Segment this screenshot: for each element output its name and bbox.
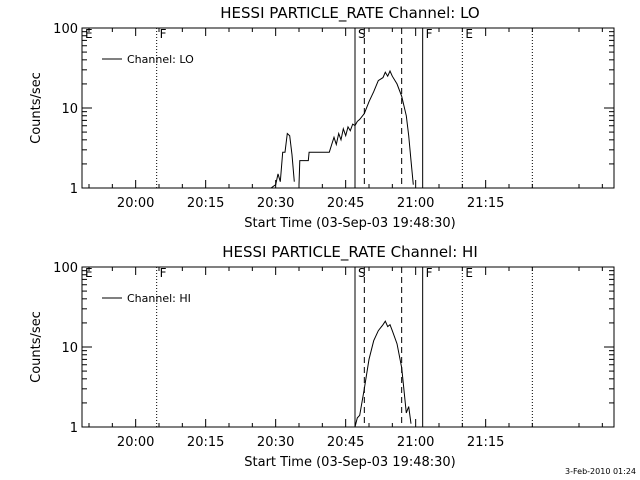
panel-lo-x-ticks: 20:00 20:15 20:30 20:45 21:00 21:15 — [88, 28, 603, 211]
panel-hi-series — [354, 320, 412, 428]
panel-lo-xlabel: Start Time (03-Sep-03 19:48:30) — [244, 216, 455, 231]
panel-hi-legend-label: Channel: HI — [127, 292, 191, 305]
panel-lo-y-tick-label: 10 — [61, 102, 78, 117]
panel-lo-ylabel: Counts/sec — [29, 72, 44, 144]
panel-hi-ylabel: Counts/sec — [29, 311, 44, 383]
panel-hi-flag-label: F — [426, 266, 433, 280]
panel-hi-flag-label: S — [358, 266, 366, 280]
panel-hi-x-ticks: 20:00 20:15 20:30 20:45 21:00 21:15 — [88, 267, 603, 450]
panel-hi-axes-frame — [81, 266, 615, 428]
panel-lo-y-ticks: 1 10 100 — [53, 22, 614, 197]
panel-lo-flag-label: E — [465, 27, 473, 41]
panel-lo-y-tick-label: 1 — [70, 182, 78, 197]
panel-hi-y-tick-label: 1 — [70, 421, 78, 436]
panel-hi-flag-label: E — [465, 266, 473, 280]
generation-timestamp: 3-Feb-2010 01:24 — [565, 467, 636, 476]
panel-lo-x-tick-label: 20:45 — [327, 196, 364, 211]
panel-hi-x-tick-label: 20:45 — [327, 435, 364, 450]
panel-lo-x-tick-label: 20:30 — [257, 196, 294, 211]
panel-lo-series — [270, 69, 414, 189]
panel-lo-series-line — [298, 69, 414, 185]
panel-lo-title: HESSI PARTICLE_RATE Channel: LO — [220, 4, 479, 23]
panel-lo-flag-label: F — [160, 27, 167, 41]
panel-hi-x-tick-label: 21:00 — [397, 435, 434, 450]
panel-lo-x-tick-label: 21:15 — [467, 196, 504, 211]
panel-lo-x-tick-label: 20:00 — [117, 196, 154, 211]
panel-hi-y-tick-label: 100 — [53, 261, 78, 276]
panel-lo-legend-label: Channel: LO — [127, 53, 194, 66]
panel-lo-y-tick-label: 100 — [53, 22, 78, 37]
panel-lo-legend: Channel: LO — [102, 53, 194, 66]
panel-lo-series-line — [270, 132, 295, 189]
panel-hi-flag-label: F — [160, 266, 167, 280]
panel-hi-legend: Channel: HI — [102, 292, 191, 305]
panel-lo-flag-label: E — [85, 27, 93, 41]
panel-hi-flag-label: E — [85, 266, 93, 280]
panel-hi-y-ticks: 1 10 100 — [53, 261, 614, 436]
panel-hi-x-tick-label: 20:00 — [117, 435, 154, 450]
panel-hi-x-tick-label: 21:15 — [467, 435, 504, 450]
panel-hi-y-tick-label: 10 — [61, 341, 78, 356]
panel-hi: HESSI PARTICLE_RATE Channel: HI Counts/s… — [29, 243, 615, 470]
panel-hi-x-tick-label: 20:30 — [257, 435, 294, 450]
panel-lo-x-tick-label: 20:15 — [187, 196, 224, 211]
panel-hi-xlabel: Start Time (03-Sep-03 19:48:30) — [244, 455, 455, 470]
panel-hi-title: HESSI PARTICLE_RATE Channel: HI — [222, 243, 478, 262]
panel-lo: HESSI PARTICLE_RATE Channel: LO Counts/s… — [29, 4, 615, 231]
panel-lo-flag-label: F — [426, 27, 433, 41]
panel-lo-axes-frame — [81, 27, 615, 189]
panel-hi-x-tick-label: 20:15 — [187, 435, 224, 450]
panel-hi-series-line — [354, 320, 412, 428]
panel-lo-x-tick-label: 21:00 — [397, 196, 434, 211]
panel-lo-flag-label: S — [358, 27, 366, 41]
